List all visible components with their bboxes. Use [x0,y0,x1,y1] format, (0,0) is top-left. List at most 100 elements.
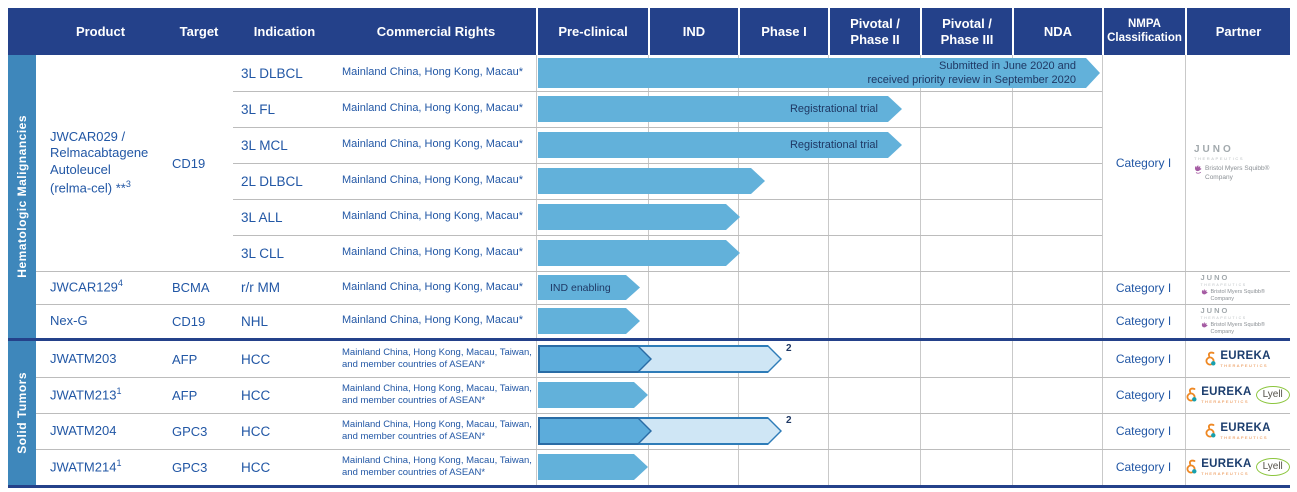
partner-cell: JUNO THERAPEUTICS Bristol Myers Squibb® … [1185,304,1290,338]
col-header-product: Product [36,8,165,55]
rights-cell: Mainland China, Hong Kong, Macau* [342,210,524,223]
juno-logo: JUNO [1200,272,1230,282]
product-cell: JWATM2141 [50,457,122,475]
col-header-indication: Indication [233,8,336,55]
gridline [233,199,1102,200]
indication-cell: HCC [241,423,271,439]
rights-cell: Mainland China, Hong Kong, Macau, Taiwan… [342,419,532,442]
target-cell: AFP [172,351,198,367]
rights-cell: Mainland China, Hong Kong, Macau* [342,246,524,259]
lyell-logo: Lyell [1255,386,1290,404]
product-cell: JWCAR1294 [50,278,123,295]
col-header-preclinical: Pre-clinical [536,8,648,55]
gridline [1185,55,1186,485]
indication-cell: HCC [241,387,271,403]
phase-arrow [538,345,652,373]
juno-logo-subtext: THERAPEUTICS [1200,316,1247,321]
col-header-nmpa: NMPA Classification [1102,8,1185,55]
arrow-label: Submitted in June 2020 and received prio… [867,59,1076,86]
target-cell: GPC3 [172,459,208,475]
gridline [920,55,921,485]
indication-cell: 3L FL [241,101,276,117]
indication-cell: r/r MM [241,280,280,295]
nmpa-cell: Category I [1115,314,1172,328]
arrow-label: IND enabling [550,281,611,294]
partner-cell: EUREKA THERAPEUTICS Lyell [1185,449,1290,485]
gridline [233,235,1102,236]
nmpa-cell: Category I [1115,280,1172,295]
nmpa-cell: Category I [1115,388,1172,402]
eureka-mark-icon [1205,423,1216,438]
juno-logo: JUNO [1200,306,1230,316]
phase-arrow [538,168,765,194]
target-cell: BCMA [172,280,210,295]
indication-cell: 3L MCL [241,137,288,153]
col-header-pivotal-phase3: Pivotal / Phase III [920,8,1012,55]
gridline [648,55,649,485]
gridline [536,55,537,485]
row-separator [36,449,1290,450]
bms-logo: Bristol Myers Squibb® Company [1205,165,1270,181]
col-header-phase1: Phase I [738,8,828,55]
gridline [828,55,829,485]
footnote-marker: 3 [125,179,131,190]
col-header-commercial-rights: Commercial Rights [336,8,536,55]
phase-arrow [538,204,740,230]
eureka-logo: EUREKA THERAPEUTICS [1185,458,1251,476]
gridline [233,127,1102,128]
phase-arrow [538,308,640,334]
footnote-marker: 2 [786,343,792,354]
col-header-target: Target [165,8,233,55]
nmpa-cell: Category I [1115,424,1172,438]
partner-cell: EUREKA THERAPEUTICS [1185,341,1290,377]
rights-cell: Mainland China, Hong Kong, Macau* [342,280,524,293]
eureka-mark-icon [1186,387,1197,402]
gridline [233,163,1102,164]
rights-cell: Mainland China, Hong Kong, Macau* [342,102,524,115]
phase-arrow: Submitted in June 2020 and received prio… [538,58,1100,88]
phase-arrow: Registrational trial [538,96,902,122]
indication-cell: 2L DLBCL [241,173,303,189]
footnote-marker: 4 [117,278,123,289]
rights-cell: Mainland China, Hong Kong, Macau* [342,138,524,151]
eureka-logo: EUREKA THERAPEUTICS [1204,422,1270,440]
juno-logo-subtext: THERAPEUTICS [1200,282,1247,287]
bms-hand-icon [1201,322,1208,328]
phase-arrow: IND enabling [538,275,640,300]
col-header-partner: Partner [1185,8,1290,55]
gridline [738,55,739,485]
lyell-logo: Lyell [1255,458,1290,476]
eureka-mark-icon [1186,459,1197,474]
product-cell: JWATM2131 [50,385,122,403]
arrow-label: Registrational trial [789,138,878,151]
row-separator [36,377,1290,378]
bms-hand-icon [1194,165,1202,174]
partner-cell: EUREKA THERAPEUTICS [1185,413,1290,449]
gridline [1102,55,1103,485]
row-separator [36,271,1290,272]
gridline [233,91,1102,92]
rights-cell: Mainland China, Hong Kong, Macau* [342,174,524,187]
section-divider [8,338,1290,341]
rights-cell: Mainland China, Hong Kong, Macau* [342,314,524,327]
indication-cell: HCC [241,351,271,367]
eureka-mark-icon [1205,351,1216,366]
target-cell: CD19 [172,155,206,171]
arrow-label: Registrational trial [789,102,878,115]
phase-arrow [538,240,740,266]
partner-cell: EUREKA THERAPEUTICS Lyell [1185,377,1290,413]
indication-cell: 3L ALL [241,209,283,225]
phase-arrow [538,417,652,445]
product-cell: Nex-G [50,312,88,328]
footnote-marker: 2 [786,415,792,426]
bms-logo: Bristol Myers Squibb® Company [1210,288,1266,302]
bms-logo: Bristol Myers Squibb® Company [1210,322,1266,335]
gridline [1012,55,1013,485]
section-strip-solid-tumors: Solid Tumors [8,341,36,485]
section-label: Hematologic Malignancies [15,115,29,278]
phase-arrow: Registrational trial [538,132,902,158]
header-spacer [8,8,36,55]
target-cell: GPC3 [172,423,208,439]
eureka-logo: EUREKA THERAPEUTICS [1204,350,1270,368]
